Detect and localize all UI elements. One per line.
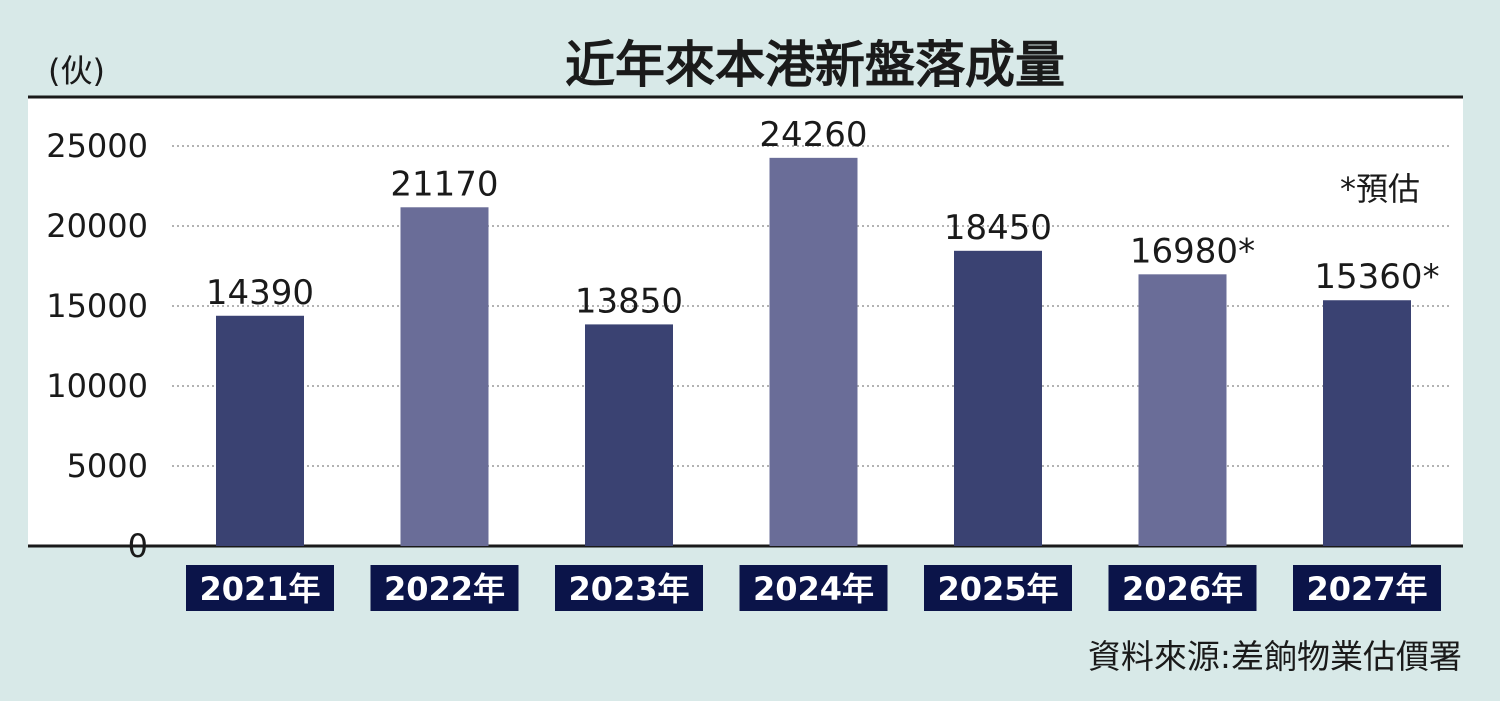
bar — [216, 315, 304, 546]
y-tick-label: 20000 — [46, 207, 148, 245]
bar — [1138, 274, 1227, 546]
y-axis-ticks: 0 5000 10000 15000 20000 25000 — [46, 127, 148, 565]
category-label: 2021年 — [199, 570, 320, 608]
y-tick-label: 5000 — [67, 447, 148, 485]
data-label: 18450 — [944, 208, 1052, 248]
category-label: 2026年 — [1122, 570, 1243, 608]
gridlines — [172, 145, 1450, 467]
category-label-bg — [924, 565, 1072, 611]
estimate-note: *預估 — [1340, 170, 1420, 208]
category-label-bg — [1293, 565, 1441, 611]
data-label: 13850 — [575, 281, 683, 321]
category-label-bg — [739, 565, 888, 611]
bar — [1323, 300, 1411, 546]
category-label: 2023年 — [568, 570, 689, 608]
data-label: 21170 — [390, 164, 498, 204]
bar — [954, 250, 1042, 547]
y-tick-label: 25000 — [46, 127, 148, 165]
category-label: 2022年 — [384, 570, 505, 608]
bar — [769, 157, 858, 546]
bar — [585, 324, 673, 546]
category-label-bg — [1108, 565, 1257, 611]
data-label: 16980* — [1130, 231, 1255, 271]
data-label: 15360* — [1314, 257, 1439, 297]
source-note: 資料來源:差餉物業估價署 — [1088, 637, 1462, 676]
category-label: 2024年 — [753, 570, 874, 608]
y-tick-label: 0 — [128, 527, 148, 565]
category-label-bg — [370, 565, 519, 611]
category-label: 2027年 — [1306, 570, 1427, 608]
bars — [216, 157, 1411, 547]
category-label-bg — [555, 565, 703, 611]
bar — [400, 207, 489, 546]
category-label: 2025年 — [937, 570, 1058, 608]
category-label-bg — [186, 565, 334, 611]
category-labels: 2021年 2022年 2023年 2024年 2025年 2026年 2027年 — [186, 565, 1441, 611]
chart-title: 近年來本港新盤落成量 — [565, 36, 1065, 94]
data-label: 24260 — [759, 115, 867, 155]
data-label: 14390 — [206, 273, 314, 313]
data-labels: 14390 21170 13850 24260 18450 16980* 15360* — [206, 115, 1440, 322]
unit-label: (伙) — [48, 52, 105, 90]
y-tick-label: 10000 — [46, 367, 148, 405]
y-tick-label: 15000 — [46, 287, 148, 325]
